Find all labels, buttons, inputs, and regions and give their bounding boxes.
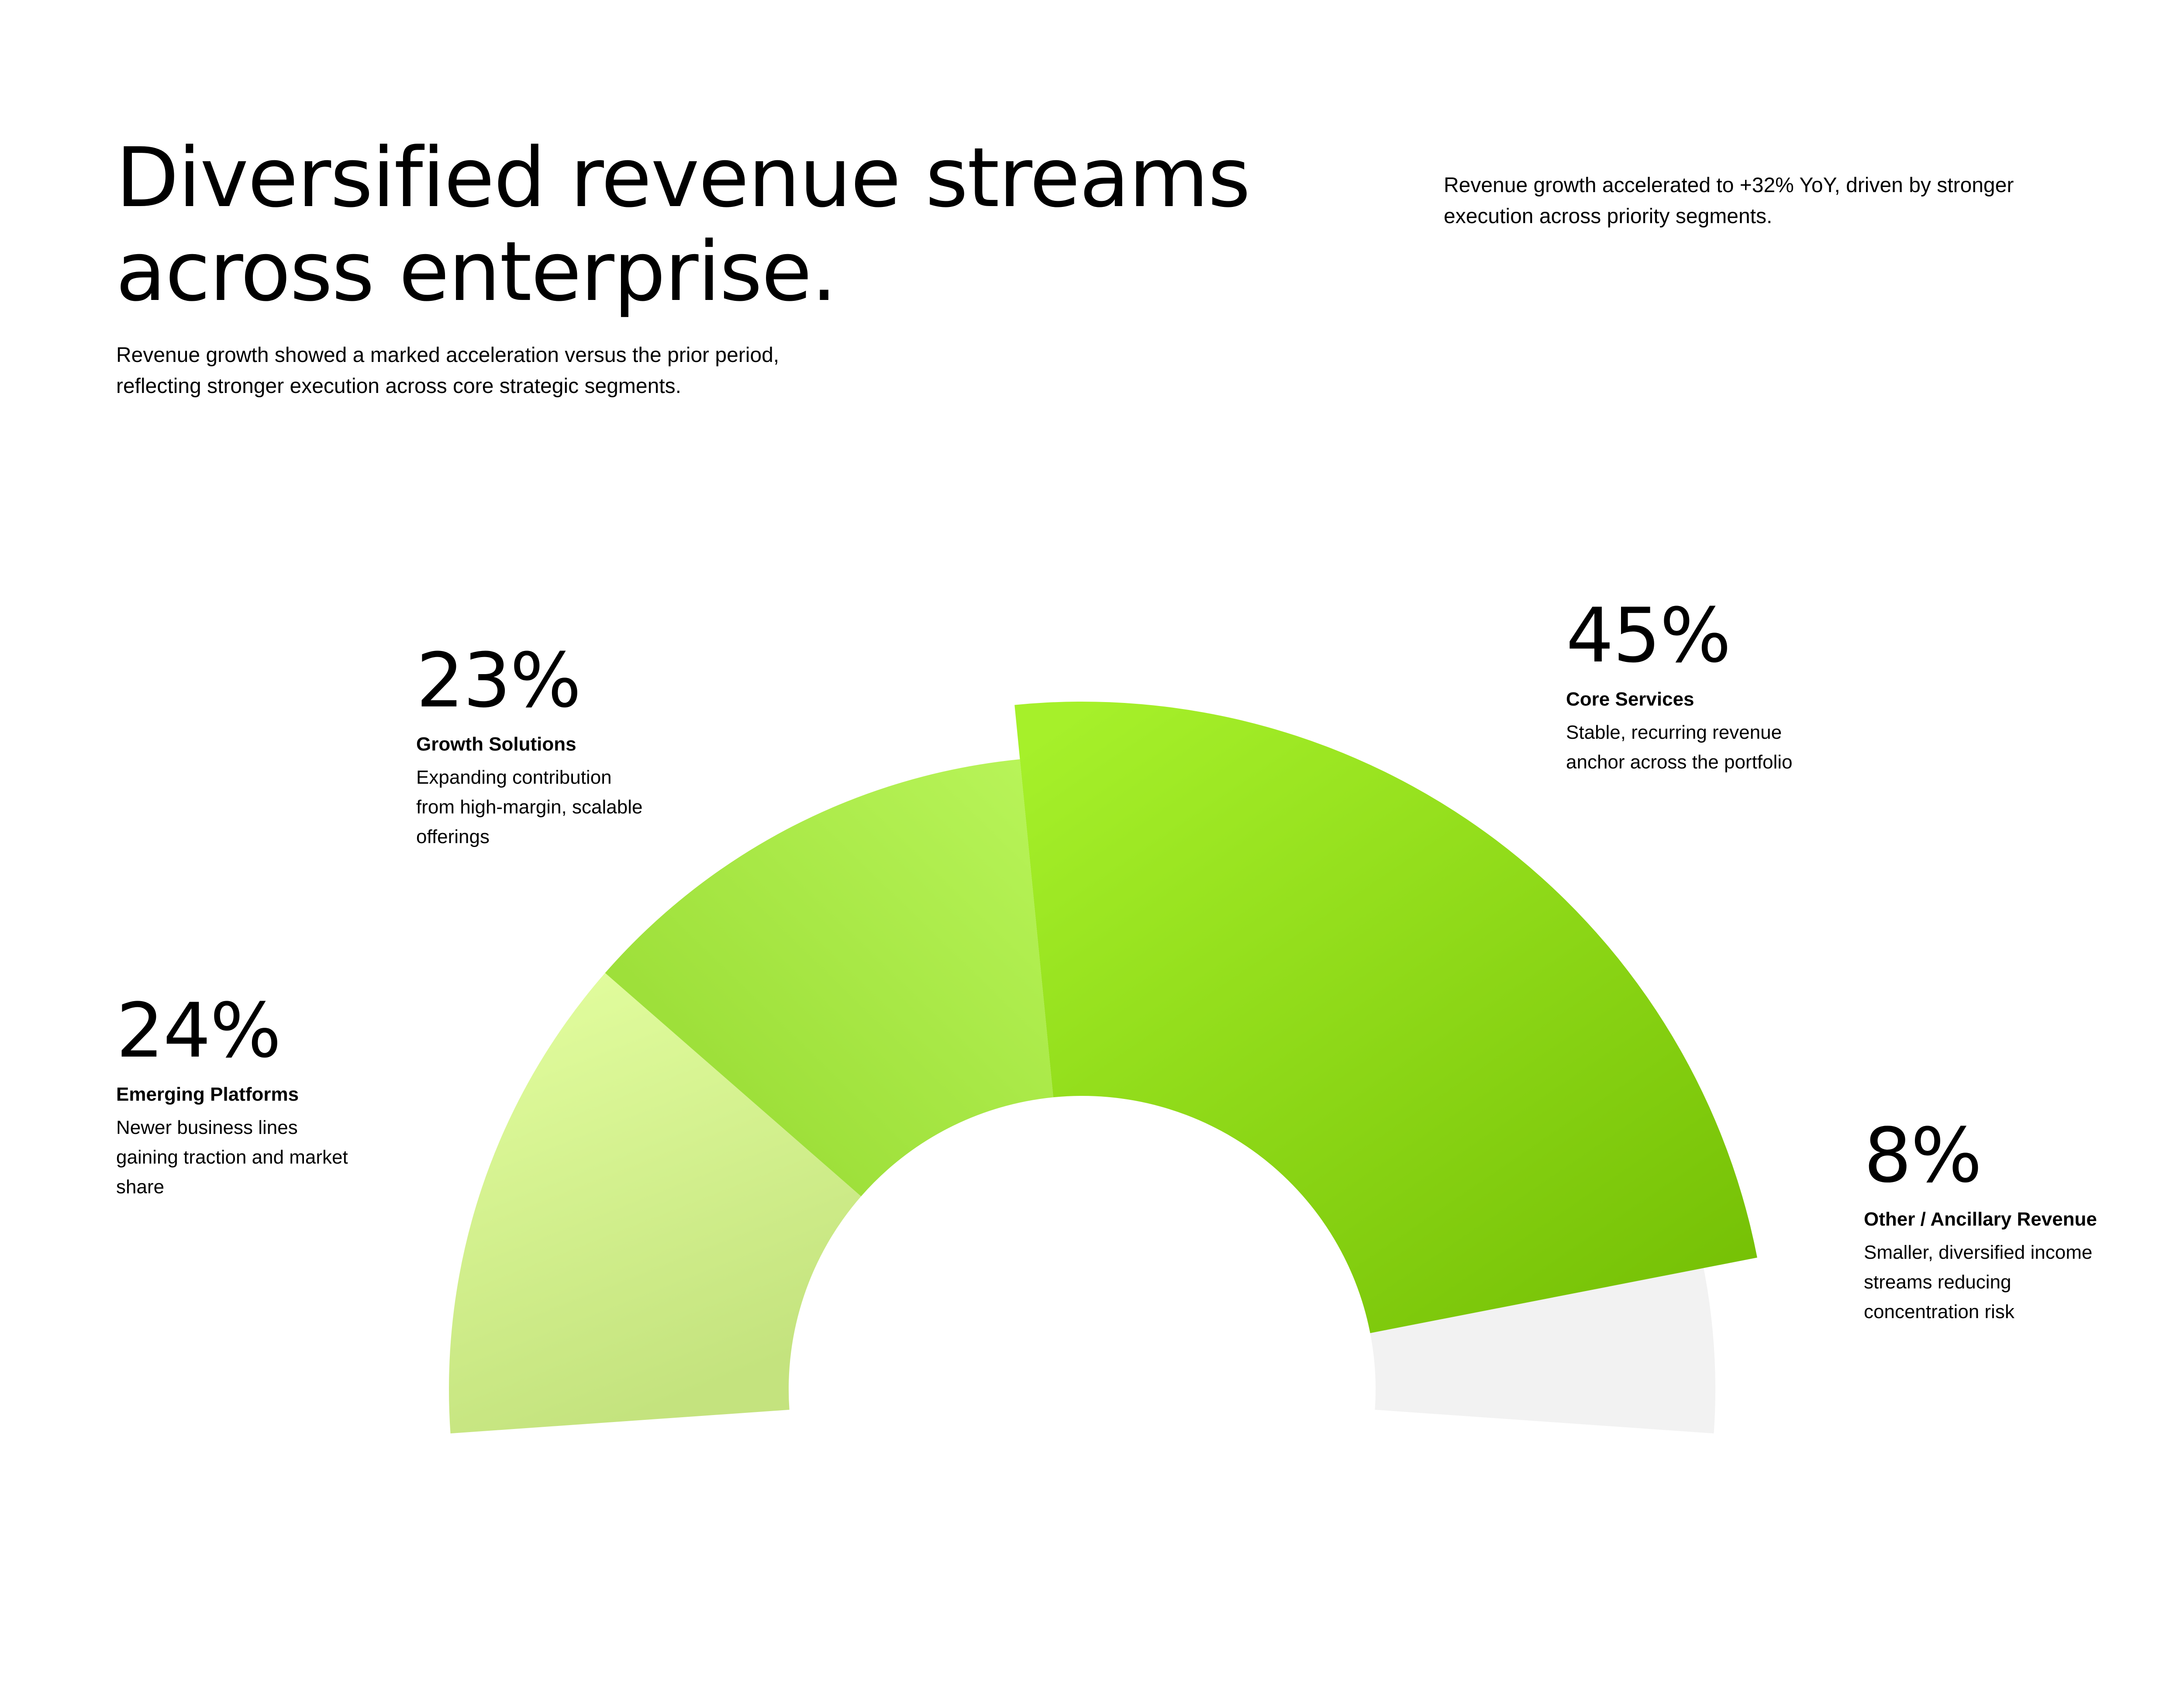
growth-solutions-name: Growth Solutions [416,733,576,755]
subtitle-line-2: reflecting stronger execution across cor… [116,375,681,398]
other-revenue-desc-line-2: streams reducing [1864,1271,2011,1293]
subtitle-line-1: Revenue growth showed a marked accelerat… [116,344,780,367]
emerging-platforms-percent: 24% [116,987,281,1074]
growth-solutions-desc-line-1: Expanding contribution [416,767,612,788]
slice-core-services [1014,701,1757,1333]
emerging-platforms-desc-line-2: gaining traction and market [116,1147,348,1168]
growth-solutions-description: Expanding contribution from high-margin,… [416,763,678,852]
other-revenue-percent: 8% [1864,1112,1982,1199]
slice-emerging-platforms [449,973,861,1434]
core-services-desc-line-1: Stable, recurring revenue [1566,722,1782,743]
core-services-name: Core Services [1566,689,1694,710]
slice-growth-solutions [605,759,1053,1197]
slice-other-revenue [1370,1268,1715,1434]
other-revenue-callout: 8% Other / Ancillary Revenue Smaller, di… [1864,1118,2148,1327]
growth-note-line-2: execution across priority segments. [1444,205,1773,228]
page-title-line-1: Diversified revenue streams [116,130,1251,226]
growth-solutions-desc-line-2: from high-margin, scalable [416,796,643,818]
emerging-platforms-description: Newer business lines gaining traction an… [116,1113,400,1202]
core-services-description: Stable, recurring revenue anchor across … [1566,718,1872,777]
other-revenue-name: Other / Ancillary Revenue [1864,1209,2097,1230]
growth-note-line-1: Revenue growth accelerated to +32% YoY, … [1444,174,2014,197]
core-services-callout: 45% Core Services Stable, recurring reve… [1566,598,1872,777]
growth-solutions-percent: 23% [416,637,581,724]
emerging-platforms-name: Emerging Platforms [116,1084,299,1105]
page-title: Diversified revenue streams across enter… [116,131,1382,319]
growth-solutions-callout: 23% Growth Solutions Expanding contribut… [416,643,678,852]
core-services-desc-line-2: anchor across the portfolio [1566,751,1793,773]
other-revenue-desc-line-3: concentration risk [1864,1301,2014,1322]
page-title-line-2: across enterprise. [116,224,837,320]
core-services-percent: 45% [1566,592,1731,679]
emerging-platforms-callout: 24% Emerging Platforms Newer business li… [116,993,400,1202]
page-subtitle: Revenue growth showed a marked accelerat… [116,340,902,402]
growth-note: Revenue growth accelerated to +32% YoY, … [1444,170,2077,232]
growth-solutions-desc-line-3: offerings [416,826,490,847]
other-revenue-desc-line-1: Smaller, diversified income [1864,1242,2093,1263]
emerging-platforms-desc-line-3: share [116,1176,165,1198]
other-revenue-description: Smaller, diversified income streams redu… [1864,1238,2148,1327]
emerging-platforms-desc-line-1: Newer business lines [116,1117,298,1138]
